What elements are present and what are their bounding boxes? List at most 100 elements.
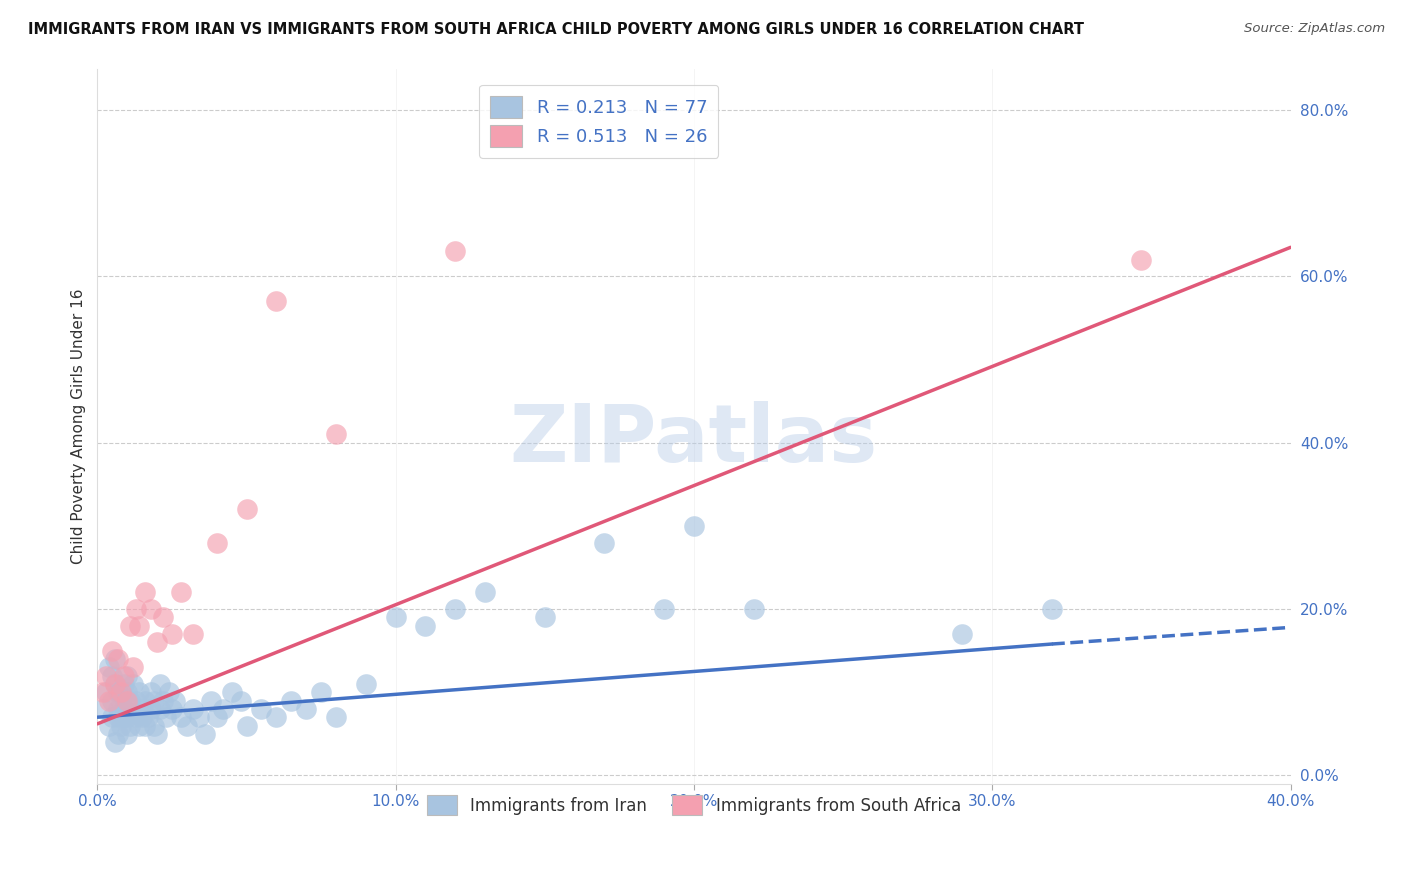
Point (125, 602, 148, 616)
Point (229, 693, 252, 707)
Point (149, 702, 172, 716)
Point (122, 677, 145, 691)
Point (96, 685, 118, 699)
Point (235, 718, 257, 732)
Point (107, 652, 129, 666)
Point (125, 710, 148, 724)
Point (325, 427, 347, 442)
Point (134, 585, 156, 599)
Point (107, 710, 129, 724)
Point (176, 718, 198, 732)
Point (235, 502, 257, 516)
Point (120, 693, 142, 707)
Point (221, 685, 243, 699)
Point (98, 718, 121, 732)
Point (91, 685, 114, 699)
Point (384, 610, 406, 624)
Point (354, 677, 377, 691)
Point (200, 693, 222, 707)
Point (444, 244, 467, 259)
Point (122, 660, 145, 674)
Point (250, 702, 273, 716)
Point (415, 618, 437, 632)
Point (112, 668, 135, 682)
Point (110, 693, 132, 707)
Point (120, 718, 142, 732)
Point (101, 643, 124, 657)
Text: ZIPatlas: ZIPatlas (510, 401, 879, 479)
Point (952, 627, 974, 641)
Point (146, 727, 169, 741)
Point (444, 602, 467, 616)
Point (128, 618, 150, 632)
Point (205, 710, 228, 724)
Point (125, 693, 148, 707)
Point (120, 618, 142, 632)
Point (115, 710, 138, 724)
Point (101, 668, 124, 682)
Point (112, 702, 135, 716)
Point (128, 685, 150, 699)
Point (593, 535, 616, 549)
Point (110, 685, 132, 699)
Point (104, 735, 127, 749)
Point (128, 718, 150, 732)
Point (160, 627, 183, 641)
Point (115, 685, 138, 699)
Point (96, 668, 118, 682)
Point (280, 693, 302, 707)
Point (101, 693, 124, 707)
Point (98, 693, 121, 707)
Point (104, 677, 127, 691)
Point (104, 652, 127, 666)
Point (146, 635, 169, 649)
Point (98, 660, 121, 674)
Point (163, 693, 186, 707)
Point (157, 685, 180, 699)
Point (1040, 602, 1063, 616)
Point (134, 718, 156, 732)
Point (295, 702, 318, 716)
Point (152, 693, 174, 707)
Point (152, 610, 174, 624)
Point (652, 602, 675, 616)
Point (115, 693, 138, 707)
Point (683, 519, 706, 533)
Point (325, 710, 347, 724)
Point (533, 610, 555, 624)
Point (91, 702, 114, 716)
Point (205, 535, 228, 549)
Point (160, 702, 183, 716)
Point (170, 585, 193, 599)
Legend: Immigrants from Iran, Immigrants from South Africa: Immigrants from Iran, Immigrants from So… (418, 785, 972, 825)
Point (211, 702, 233, 716)
Point (107, 685, 129, 699)
Point (139, 602, 162, 616)
Point (1130, 252, 1153, 267)
Point (139, 702, 162, 716)
Point (112, 677, 135, 691)
Point (181, 627, 204, 641)
Point (139, 685, 162, 699)
Point (107, 727, 129, 741)
Point (122, 702, 145, 716)
Point (104, 677, 127, 691)
Point (131, 702, 153, 716)
Point (474, 585, 496, 599)
Point (170, 710, 193, 724)
Point (194, 727, 217, 741)
Text: IMMIGRANTS FROM IRAN VS IMMIGRANTS FROM SOUTH AFRICA CHILD POVERTY AMONG GIRLS U: IMMIGRANTS FROM IRAN VS IMMIGRANTS FROM … (28, 22, 1084, 37)
Point (149, 677, 172, 691)
Point (115, 727, 138, 741)
Point (187, 710, 209, 724)
Text: Source: ZipAtlas.com: Source: ZipAtlas.com (1244, 22, 1385, 36)
Point (143, 693, 166, 707)
Point (136, 710, 159, 724)
Point (110, 718, 132, 732)
Point (181, 702, 204, 716)
Point (742, 602, 765, 616)
Point (101, 710, 124, 724)
Point (107, 702, 129, 716)
Point (115, 668, 138, 682)
Point (143, 718, 166, 732)
